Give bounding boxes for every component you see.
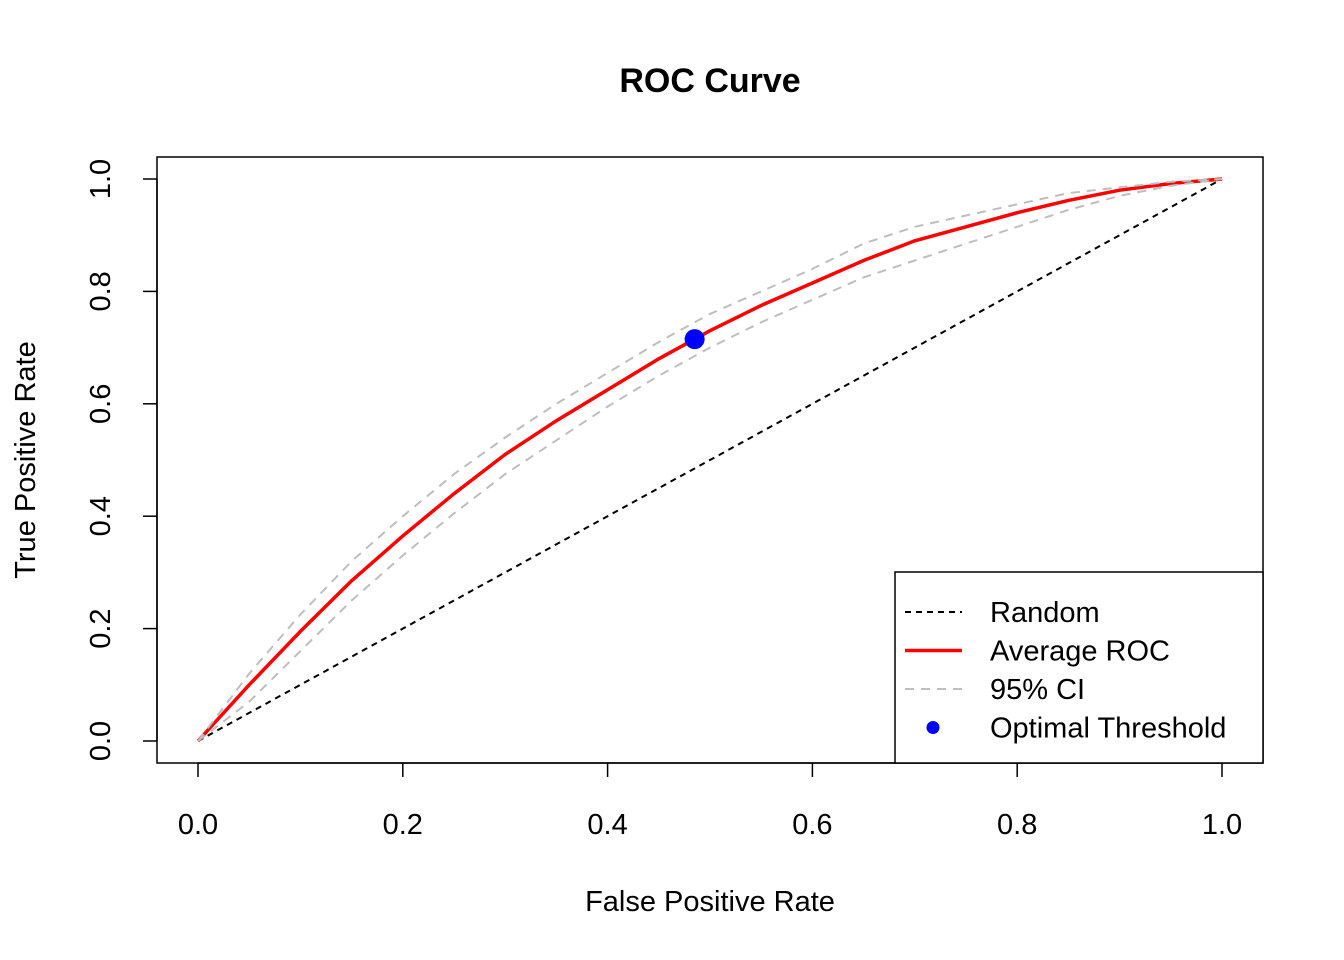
series-line-95-ci-2 <box>197 178 1223 742</box>
legend-item-label: Optimal Threshold <box>990 713 1226 745</box>
legend-item-label: 95% CI <box>990 674 1085 706</box>
legend-item-label: Average ROC <box>990 636 1170 668</box>
optimal-threshold-point <box>684 329 705 350</box>
legend-box <box>894 571 1264 764</box>
x-axis-label: False Positive Rate <box>585 886 835 918</box>
x-tick-label: 0.2 <box>383 809 423 841</box>
legend-swatch-point <box>926 721 940 734</box>
y-tick-label: 0.2 <box>85 608 117 648</box>
y-tick-label: 0.0 <box>85 721 117 761</box>
x-tick-label: 0.0 <box>178 809 218 841</box>
y-tick-label: 0.8 <box>85 271 117 311</box>
legend: Random Average ROC 95% CI Optimal Threshold <box>894 571 1264 764</box>
plot-area: 0.0 0.2 0.4 0.6 0.8 1.0 0.0 0.2 0.4 0.6 0.8 1.0 <box>85 156 1264 841</box>
x-tick-label: 0.8 <box>997 809 1037 841</box>
x-tick-label: 0.6 <box>792 809 832 841</box>
y-tick-label: 0.6 <box>85 384 117 424</box>
x-tick-label: 0.4 <box>587 809 627 841</box>
y-tick-label: 1.0 <box>85 159 117 199</box>
series-line-random-0 <box>197 178 1223 742</box>
legend-item-label: Random <box>990 597 1100 629</box>
series-line-ci-lower-3 <box>197 178 1223 742</box>
series-line-average-roc-1 <box>196 177 1223 743</box>
y-tick-label: 0.4 <box>85 496 117 536</box>
chart-title: ROC Curve <box>619 62 800 100</box>
y-axis-label: True Positive Rate <box>10 341 42 578</box>
x-tick-label: 1.0 <box>1202 809 1242 841</box>
